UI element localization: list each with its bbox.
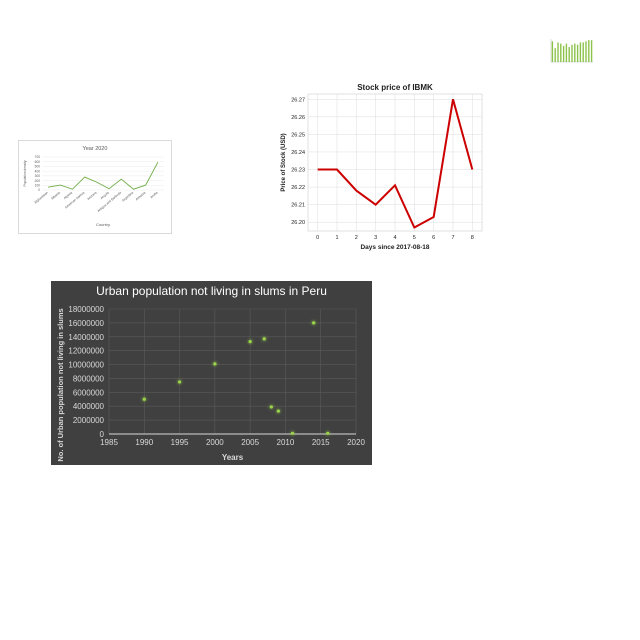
x-tick-label: 2010 [277,438,295,447]
y-tick-label: 300 [35,174,41,178]
x-tick-label: 3 [374,235,377,241]
chart-title: Urban population not living in slums in … [96,284,327,298]
y-axis-label: Price of Stock (USD) [281,133,287,191]
mini-bar [579,42,582,62]
mini-bar [590,40,593,62]
x-tick-label: 8 [471,235,474,241]
x-tick-label: Angola [100,191,110,201]
y-tick-label: 14000000 [68,333,104,342]
y-tick-label: 400 [35,169,41,173]
mini-bar [568,47,570,62]
x-tick-label: 2000 [206,438,224,447]
y-tick-label: 0 [38,188,40,192]
chart-title: Stock price of IBMK [357,83,433,92]
y-tick-label: 6000000 [73,388,105,397]
mini-bar [588,40,590,62]
data-point [177,380,182,384]
data-point [248,340,252,344]
y-tick-label: 2000000 [73,416,105,425]
x-axis-label: Years [222,453,244,462]
x-tick-label: 2015 [312,438,330,447]
x-tick-label: Argentina [121,191,134,203]
mini-bar [571,44,573,62]
data-point [262,337,266,341]
mini-bar [560,43,562,62]
y-tick-label: 200 [35,179,41,183]
population-density-line-chart-svg: Year 20200100200300400500600700Afghanist… [18,140,172,234]
mini-bar [585,41,587,62]
mini-bar [554,48,556,62]
series-line [48,161,159,190]
data-point [290,431,295,435]
mini-bar [574,43,576,62]
y-tick-label: 26.25 [291,132,305,138]
y-tick-label: 26.20 [291,220,305,226]
y-tick-label: 600 [35,160,41,164]
x-tick-label: Aruba [149,191,158,200]
mini-bar-chart-svg [550,39,593,63]
y-tick-label: 0 [100,430,105,439]
x-tick-label: Albania [50,191,61,201]
data-point [213,362,217,366]
y-tick-label: 8000000 [73,374,105,383]
data-point [276,409,280,413]
x-tick-label: 0 [316,235,319,241]
y-tick-label: 26.23 [291,168,305,174]
series-line [317,99,474,229]
population-density-line-chart: Year 2020 0 100 200 300 400 500 600 700 Afghanist… [18,140,172,234]
urban-population-scatter-chart: 1985 1990 1995 2000 2005 2010 2015 2020 0 2000000… [51,281,372,465]
data-point [312,321,316,325]
x-tick-label: 1 [335,235,338,241]
y-tick-label: 10000000 [68,361,104,370]
x-axis-label: Days since 2017-08-18 [360,244,429,251]
x-tick-label: Algeria [63,191,73,201]
x-tick-label: 1995 [171,438,189,447]
y-tick-label: 4000000 [73,402,105,411]
x-tick-label: 5 [413,235,416,241]
mini-bar [565,43,568,62]
y-tick-label: 12000000 [68,347,104,356]
x-tick-label: 4 [393,235,396,241]
chart-title: Year 2020 [83,146,108,152]
y-axis-label: Population density [23,160,27,186]
y-tick-label: 26.24 [291,150,305,156]
urban-population-scatter-chart-svg: 1985 1990 1995 2000 2005 2010 2015 2020 0 2000000… [51,281,372,465]
x-tick-label: Armenia [135,191,147,202]
chart-frame [18,140,172,234]
x-axis-label: Country [96,222,110,227]
mini-bar [562,45,565,62]
x-tick-label: 2 [355,235,358,241]
x-tick-label: Andorra [86,191,97,201]
stock-price-line-chart-svg: 26.20 26.21 26.22 26.23 26.24 26.25 26.26 26.27… [281,83,483,251]
mini-bar [582,42,584,62]
mini-bar-chart [543,32,595,68]
y-tick-label: 16000000 [68,319,104,328]
y-tick-label: 500 [35,165,41,169]
stock-price-line-chart: 26.20 26.21 26.22 26.23 26.24 26.25 26.26 26.27… [278,78,488,253]
data-point [142,397,146,401]
x-tick-label: 2005 [241,438,259,447]
y-tick-label: 26.27 [291,97,305,103]
x-tick-label: 6 [432,235,435,241]
y-tick-label: 26.26 [291,115,305,121]
x-tick-label: 1990 [135,438,153,447]
mini-bar [551,41,554,62]
x-tick-label: 7 [451,235,454,241]
x-tick-label: 1985 [100,438,118,447]
mini-bar [557,42,559,62]
mini-bar [576,44,579,62]
data-point [326,431,330,435]
y-tick-label: 700 [35,155,41,159]
y-axis-label: No. of Urban population not living in sl… [56,308,65,461]
y-tick-label: 100 [35,183,41,187]
x-tick-label: 2020 [347,438,365,447]
y-tick-label: 26.21 [291,203,305,209]
y-tick-label: 18000000 [68,305,104,314]
y-tick-label: 26.22 [291,185,305,191]
data-point [269,405,273,409]
